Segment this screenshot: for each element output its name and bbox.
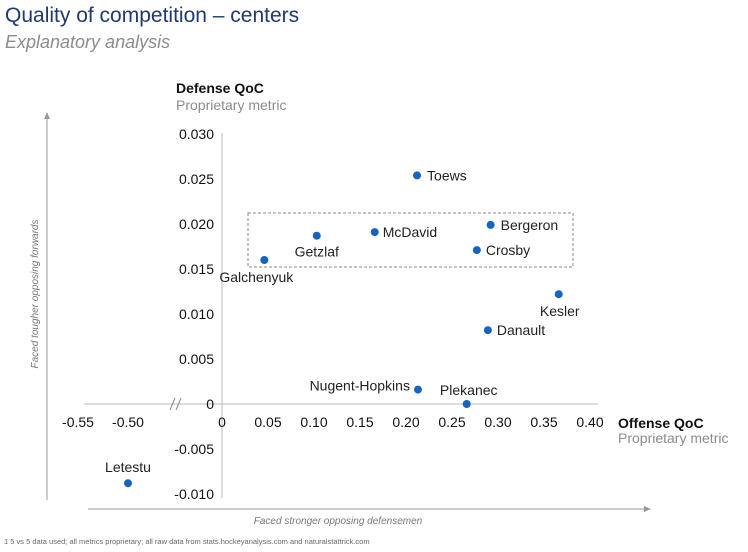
y-side-label: Faced tougher opposing forwards (30, 220, 41, 369)
x-axis-subtitle: Proprietary metric (618, 430, 728, 446)
point-label: Getzlaf (295, 244, 339, 260)
x-tick-label: 0.15 (346, 414, 373, 430)
chart-title: Quality of competition – centers (5, 4, 300, 27)
point-label: Toews (427, 167, 467, 183)
y-tick-label: 0.005 (179, 351, 214, 367)
data-point (483, 326, 492, 335)
data-point (312, 231, 321, 240)
data-point (413, 385, 422, 394)
data-point (462, 400, 471, 408)
x-tick-label: 0.05 (254, 414, 281, 430)
y-tick-label: 0 (206, 396, 214, 412)
point-label: Galchenyuk (219, 269, 294, 285)
y-tick-label: 0.010 (179, 306, 214, 322)
x-tick-label: 0.10 (300, 414, 327, 430)
data-point (486, 220, 495, 229)
x-tick-label: 0 (218, 414, 226, 430)
data-point (370, 228, 379, 237)
point-label: McDavid (383, 224, 437, 240)
y-tick-label: -0.010 (174, 486, 214, 502)
data-point (413, 171, 422, 180)
point-label: Bergeron (501, 217, 559, 233)
point-label: Danault (497, 322, 545, 338)
y-tick-label: -0.005 (174, 441, 214, 457)
data-point (554, 290, 563, 299)
axis-break (169, 397, 182, 411)
y-tick-label: 0.030 (179, 126, 214, 142)
footnote: 1 5 vs 5 data used; all metrics propriet… (4, 537, 370, 546)
x-tick-label: 0.35 (530, 414, 557, 430)
point-label: Letestu (105, 459, 151, 475)
y-tick-label: 0.025 (179, 171, 214, 187)
point-label: Crosby (486, 242, 530, 258)
y-tick-label: 0.015 (179, 261, 214, 277)
y-tick-label: 0.020 (179, 216, 214, 232)
x-side-label: Faced stronger opposing defensemen (254, 516, 423, 527)
x-tick-label: 0.40 (576, 414, 603, 430)
y-axis-subtitle: Proprietary metric (176, 97, 286, 113)
point-label: Nugent-Hopkins (310, 378, 410, 394)
point-label: Kesler (540, 303, 580, 319)
highlight-box (247, 212, 574, 268)
y-axis-title: Defense QoC (176, 80, 264, 96)
x-tick-label: -0.55 (62, 414, 94, 430)
x-axis-title: Offense QoC (618, 415, 704, 431)
point-label: Plekanec (440, 382, 498, 398)
x-tick-label: 0.20 (392, 414, 419, 430)
data-point (472, 246, 481, 255)
data-point (260, 256, 269, 264)
chart-subtitle: Explanatory analysis (5, 32, 171, 52)
data-point (124, 479, 132, 488)
x-tick-label: 0.30 (484, 414, 511, 430)
x-tick-label: 0.25 (438, 414, 465, 430)
x-tick-label: -0.50 (112, 414, 144, 430)
